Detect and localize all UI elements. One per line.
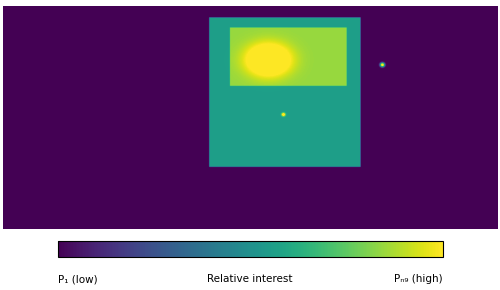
Text: Relative interest: Relative interest: [208, 274, 293, 284]
Text: Pₙ₉ (high): Pₙ₉ (high): [394, 274, 442, 284]
Text: P₁ (low): P₁ (low): [58, 274, 97, 284]
